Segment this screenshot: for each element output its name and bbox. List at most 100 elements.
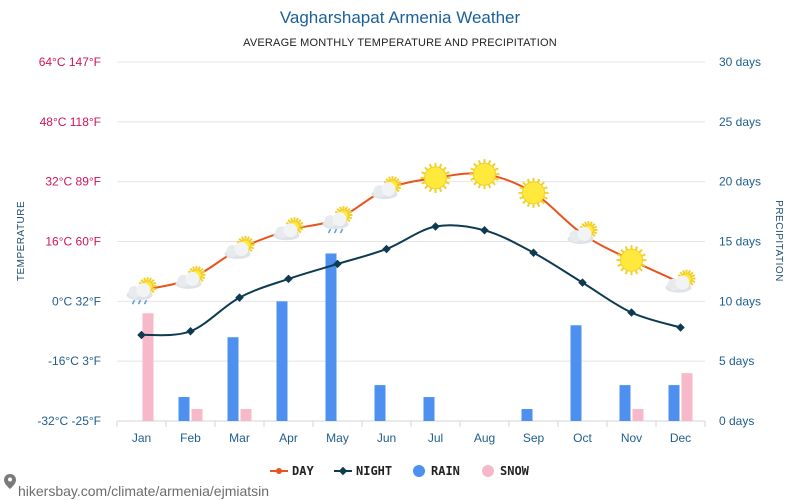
right-axis-label: PRECIPITATION [773,200,784,282]
cloud-part [283,223,298,238]
left-tick-label: 48°C 118°F [40,115,101,129]
x-tick-label: Feb [180,431,201,445]
snow-bar [142,313,154,421]
cloud-part [381,182,396,197]
rain-bar [423,397,435,421]
footer[interactable]: hikersbay.com/climate/armenia/ejmiatsin [4,474,269,499]
night-point [382,244,391,254]
legend-marker [338,466,348,476]
night-point [186,327,195,336]
legend-label: RAIN [431,464,460,478]
right-tick-label: 10 days [719,294,761,308]
legend-label: NIGHT [356,464,392,478]
cloud-sun-icon [567,221,598,245]
legend-item-snow: SNOW [482,464,530,478]
cloud-sun-rain-icon [126,277,157,305]
footer-link[interactable]: hikersbay.com/climate/armenia/ejmiatsin [18,483,269,499]
rain-bar [276,301,288,421]
chart-title: Vagharshapat Armenia Weather [280,8,521,27]
x-tick-label: Jan [132,431,151,445]
legend: DAY NIGHT RAIN SNOW [270,464,530,478]
sun-disc [522,181,545,205]
night-point [627,308,636,317]
cloud-sun-icon [665,269,696,293]
x-axis-ticks: Jan Feb Mar Apr May Jun Jul Aug Sep Oct Nov Dec [132,431,691,445]
precipitation-bars [142,253,693,421]
rain-drop [333,228,338,234]
right-tick-label: 15 days [719,235,761,249]
rain-drop [143,299,148,305]
x-tick-label: Dec [670,431,691,445]
right-tick-label: 20 days [719,175,761,189]
cloud-part [234,241,249,256]
snow-bar [191,409,203,421]
snow-bar [681,373,693,421]
right-axis-ticks: 0 days 5 days 10 days 15 days 20 days 25 days… [719,55,761,428]
rain-bar [570,325,582,421]
night-point [284,274,293,284]
legend-item-rain: RAIN [413,464,460,478]
rain-drop [339,228,344,234]
left-tick-label: 64°C 147°F [39,55,101,69]
night-series-line [141,224,681,337]
x-tick-label: Sep [523,431,545,445]
left-tick-label: 0°C 32°F [52,294,101,308]
night-point [676,323,685,332]
chart-subtitle: AVERAGE MONTHLY TEMPERATURE AND PRECIPIT… [243,37,557,49]
cloud-part [675,275,690,290]
x-tick-label: Jun [377,431,396,445]
rain-bar [668,385,680,421]
legend-marker [413,465,425,477]
sun-icon [469,159,500,190]
sun-disc [473,162,496,186]
cloud-sun-icon [175,265,206,289]
right-tick-label: 30 days [719,55,761,69]
rain-bar [325,253,337,421]
legend-item-day: DAY [270,464,314,478]
cloud-part [332,212,347,227]
x-tick-label: Aug [474,431,495,445]
sun-icon [420,162,451,193]
x-tick-label: Mar [229,431,250,445]
left-tick-label: 16°C 60°F [45,235,101,249]
night-point [529,248,538,257]
x-tick-label: Oct [573,431,592,445]
rain-bar [374,385,386,421]
legend-marker [482,465,494,477]
legend-label: DAY [292,464,314,478]
night-point [431,222,440,231]
x-tick-label: Apr [279,431,298,445]
night-point [578,278,587,287]
snow-bar [632,409,644,421]
sun-icon [616,245,647,276]
x-tick-label: May [326,431,349,445]
night-point [480,226,489,235]
weather-icons [126,159,696,305]
sun-icon [518,177,549,208]
x-tick-label: Jul [428,431,443,445]
x-tick-label: Nov [621,431,642,445]
night-point [235,293,244,302]
rain-drop [137,299,142,305]
cloud-sun-icon [224,235,255,259]
grid-lines [116,61,706,427]
left-axis-ticks: -32°C -25°F -16°C 3°F 0°C 32°F 16°C 60°F 32°… [37,55,101,428]
rain-drop [131,299,136,305]
day-series-line [141,172,681,292]
temperature-lines [137,171,685,340]
cloud-part [577,227,592,242]
night-point [137,330,146,340]
cloud-part [185,271,200,286]
rain-bar [227,337,239,421]
cloud-sun-icon [273,217,304,241]
legend-item-night: NIGHT [334,464,392,478]
rain-drop [327,228,332,234]
night-point [333,259,342,269]
cloud-sun-rain-icon [322,206,353,234]
left-tick-label: -16°C 3°F [48,354,101,368]
left-axis-label: TEMPERATURE [16,201,27,281]
location-pin-icon [4,474,16,489]
snow-bar [240,409,252,421]
rain-bar [178,397,190,421]
